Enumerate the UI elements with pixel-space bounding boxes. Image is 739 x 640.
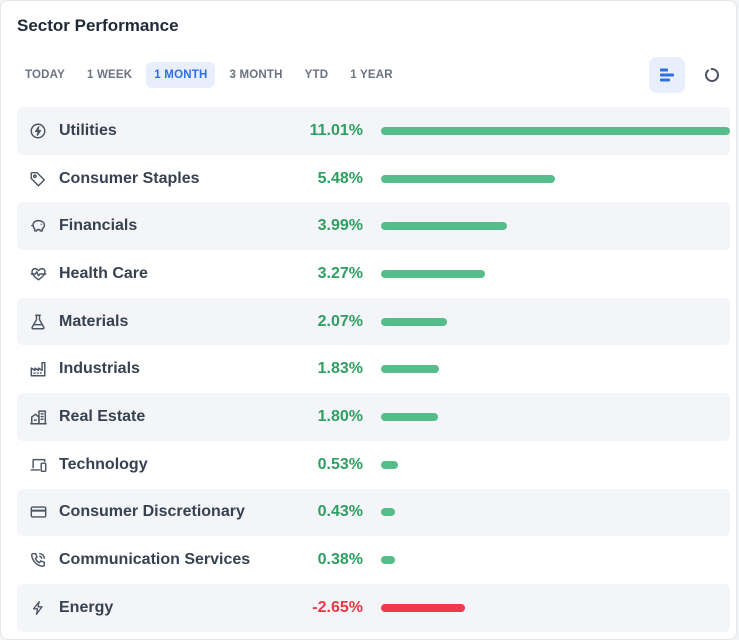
- bar-chart-view-button[interactable]: [649, 57, 685, 93]
- sector-change-label: 3.99%: [317, 217, 363, 235]
- donut-chart-view-button[interactable]: [694, 57, 730, 93]
- sector-bar-track: [381, 412, 730, 421]
- sector-change-label: 5.48%: [317, 169, 363, 187]
- sector-bar-track: [381, 269, 730, 278]
- sector-row[interactable]: Consumer Discretionary 0.43%: [17, 488, 730, 537]
- bolt-circle-icon: [28, 121, 48, 141]
- sector-name: Energy: [59, 598, 114, 616]
- bar-chart-icon: [659, 67, 675, 83]
- tab-1-week[interactable]: 1 WEEK: [87, 69, 133, 81]
- sector-bar: [381, 174, 555, 183]
- sector-bar: [381, 126, 730, 135]
- sector-change-label: -2.65%: [312, 598, 363, 616]
- sector-bar: [381, 317, 447, 326]
- sector-row[interactable]: Health Care 3.27%: [17, 250, 730, 298]
- sector-name: Financials: [59, 217, 138, 235]
- sector-name: Health Care: [59, 264, 148, 282]
- sector-row[interactable]: Communication Services 0.38%: [17, 536, 730, 584]
- credit-card-icon: [28, 502, 48, 522]
- sector-bar-track: [381, 126, 730, 135]
- sector-bar: [381, 460, 398, 469]
- tab-3-month[interactable]: 3 MONTH: [229, 69, 283, 81]
- sector-bar-track: [381, 365, 730, 374]
- sector-change-label: 0.38%: [317, 551, 363, 569]
- sector-bar: [381, 556, 395, 565]
- sector-change-label: 3.27%: [317, 264, 363, 282]
- sector-change-label: 0.53%: [317, 455, 363, 473]
- factory-icon: [28, 359, 48, 379]
- flask-icon: [28, 312, 48, 332]
- sector-bar-track: [381, 460, 730, 469]
- sector-row[interactable]: Utilities 11.01%: [17, 107, 730, 155]
- sector-row[interactable]: Energy -2.65%: [17, 583, 730, 632]
- sector-row[interactable]: Consumer Staples 5.48%: [17, 155, 730, 203]
- period-tabs: TODAY 1 WEEK 1 MONTH 3 MONTH YTD 1 YEAR: [17, 62, 401, 88]
- sector-name: Consumer Staples: [59, 169, 200, 187]
- lightning-icon: [28, 598, 48, 618]
- sector-bar-track: [381, 508, 730, 517]
- sector-bar-track: [381, 222, 730, 231]
- sector-bar: [381, 508, 395, 517]
- tab-1-month[interactable]: 1 MONTH: [146, 62, 216, 88]
- tab-today[interactable]: TODAY: [25, 69, 65, 81]
- sector-change-label: 11.01%: [309, 121, 363, 139]
- sector-bar-track: [381, 317, 730, 326]
- sector-bar: [381, 365, 439, 374]
- piggy-bank-icon: [28, 216, 48, 236]
- sector-row[interactable]: Technology 0.53%: [17, 441, 730, 489]
- tab-ytd[interactable]: YTD: [304, 69, 329, 81]
- sector-row[interactable]: Financials 3.99%: [17, 202, 730, 251]
- sector-list: Utilities 11.01% Consumer Staples 5.48% Fina…: [17, 107, 730, 632]
- sector-bar: [381, 603, 465, 612]
- sector-name: Consumer Discretionary: [59, 503, 245, 521]
- sector-row[interactable]: Materials 2.07%: [17, 297, 730, 346]
- card-title: Sector Performance: [17, 16, 179, 35]
- phone-icon: [28, 550, 48, 570]
- sector-bar-track: [381, 603, 730, 612]
- sector-name: Materials: [59, 312, 129, 330]
- sector-change-label: 1.83%: [317, 360, 363, 378]
- sector-bar: [381, 412, 439, 421]
- sector-bar-track: [381, 556, 730, 565]
- heart-pulse-icon: [28, 264, 48, 284]
- devices-icon: [28, 455, 48, 475]
- tab-1-year[interactable]: 1 YEAR: [350, 69, 393, 81]
- sector-change-label: 2.07%: [317, 312, 363, 330]
- sector-name: Utilities: [59, 121, 117, 139]
- sector-name: Industrials: [59, 360, 140, 378]
- sector-bar: [381, 222, 508, 231]
- sector-change-label: 1.80%: [317, 407, 363, 425]
- sector-row[interactable]: Real Estate 1.80%: [17, 393, 730, 441]
- sector-change-label: 0.43%: [317, 503, 363, 521]
- sector-name: Real Estate: [59, 407, 146, 425]
- donut-chart-icon: [703, 66, 721, 84]
- sector-bar: [381, 269, 485, 278]
- sector-name: Technology: [59, 455, 148, 473]
- sector-bar-track: [381, 174, 730, 183]
- sector-row[interactable]: Industrials 1.83%: [17, 345, 730, 393]
- tag-icon: [28, 169, 48, 189]
- buildings-icon: [28, 407, 48, 427]
- sector-name: Communication Services: [59, 551, 251, 569]
